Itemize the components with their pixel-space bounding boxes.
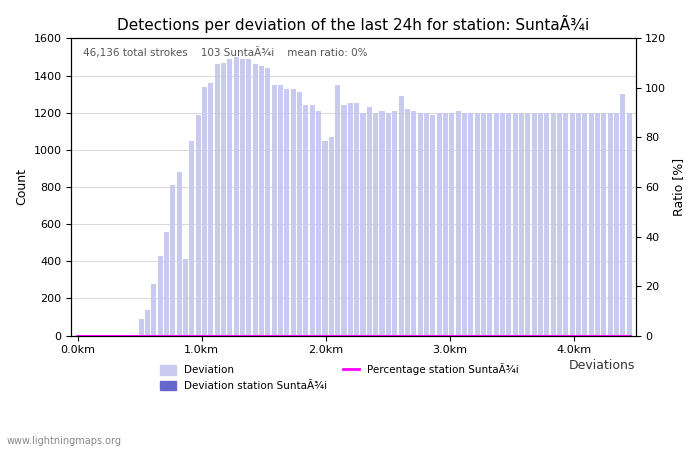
Bar bbox=[392, 111, 397, 336]
Bar bbox=[151, 284, 156, 336]
Bar bbox=[398, 96, 404, 336]
Bar bbox=[164, 232, 169, 336]
Bar bbox=[430, 114, 435, 336]
Bar bbox=[437, 112, 442, 336]
Bar bbox=[564, 112, 568, 336]
Bar bbox=[475, 112, 480, 336]
Bar bbox=[139, 319, 143, 336]
Bar bbox=[449, 112, 454, 336]
Percentage station SuntaÃ¾i bbox=[86, 333, 94, 338]
Bar bbox=[494, 112, 498, 336]
Bar bbox=[386, 112, 391, 336]
Bar bbox=[265, 68, 270, 336]
Bar bbox=[246, 59, 251, 336]
Bar bbox=[506, 112, 511, 336]
Bar bbox=[183, 260, 188, 336]
Bar bbox=[297, 92, 302, 336]
Bar bbox=[290, 89, 296, 336]
Bar bbox=[417, 112, 423, 336]
Bar bbox=[253, 64, 258, 336]
Bar bbox=[487, 112, 492, 336]
Bar bbox=[551, 112, 556, 336]
Bar bbox=[316, 111, 321, 336]
Bar bbox=[158, 256, 162, 336]
Bar bbox=[196, 335, 201, 336]
Bar bbox=[557, 112, 562, 336]
Percentage station SuntaÃ¾i bbox=[346, 333, 354, 338]
Bar bbox=[303, 105, 309, 336]
Bar bbox=[189, 140, 195, 336]
Bar bbox=[196, 114, 201, 336]
Bar bbox=[601, 112, 606, 336]
Bar bbox=[367, 107, 372, 336]
Bar bbox=[240, 59, 245, 336]
Bar bbox=[170, 185, 176, 336]
Bar bbox=[589, 112, 594, 336]
Bar bbox=[354, 104, 359, 336]
Bar bbox=[107, 335, 112, 336]
Bar bbox=[348, 104, 353, 336]
Text: 46,136 total strokes    103 SuntaÃ¾i    mean ratio: 0%: 46,136 total strokes 103 SuntaÃ¾i mean r… bbox=[83, 47, 368, 58]
Bar bbox=[468, 112, 473, 336]
Bar bbox=[373, 112, 378, 336]
Text: www.lightningmaps.org: www.lightningmaps.org bbox=[7, 436, 122, 446]
Bar bbox=[272, 85, 276, 336]
Bar bbox=[626, 112, 632, 336]
Bar bbox=[234, 57, 239, 336]
Percentage station SuntaÃ¾i bbox=[74, 333, 82, 338]
Percentage station SuntaÃ¾i bbox=[625, 333, 634, 338]
Bar bbox=[582, 112, 587, 336]
Bar bbox=[145, 310, 150, 336]
Bar bbox=[405, 109, 410, 336]
Bar bbox=[462, 112, 467, 336]
Bar bbox=[538, 112, 543, 336]
Bar bbox=[278, 85, 283, 336]
Bar bbox=[456, 111, 461, 336]
Bar bbox=[443, 112, 448, 336]
Legend: Deviation, Deviation station SuntaÃ¾i, Percentage station SuntaÃ¾i: Deviation, Deviation station SuntaÃ¾i, P… bbox=[156, 360, 523, 395]
Bar bbox=[202, 87, 207, 336]
Bar bbox=[531, 112, 537, 336]
Y-axis label: Count: Count bbox=[15, 168, 28, 206]
Bar bbox=[221, 63, 226, 336]
Percentage station SuntaÃ¾i bbox=[587, 333, 596, 338]
Bar bbox=[576, 112, 581, 336]
Percentage station SuntaÃ¾i bbox=[397, 333, 405, 338]
Percentage station SuntaÃ¾i bbox=[225, 333, 234, 338]
Bar bbox=[620, 94, 626, 336]
Bar bbox=[126, 335, 131, 336]
Bar bbox=[176, 172, 182, 336]
Bar bbox=[81, 335, 87, 336]
Bar bbox=[209, 83, 214, 336]
Bar bbox=[595, 112, 600, 336]
Bar bbox=[259, 66, 264, 336]
Bar bbox=[411, 111, 416, 336]
Bar bbox=[608, 112, 612, 336]
Bar bbox=[329, 137, 334, 336]
Bar bbox=[570, 112, 575, 336]
Bar bbox=[379, 111, 384, 336]
Bar bbox=[519, 112, 524, 336]
Bar bbox=[545, 112, 550, 336]
Bar bbox=[614, 112, 619, 336]
Bar bbox=[481, 112, 486, 336]
Bar bbox=[310, 105, 315, 336]
Bar bbox=[512, 112, 518, 336]
Bar bbox=[335, 85, 340, 336]
Text: Deviations: Deviations bbox=[569, 360, 636, 373]
Bar bbox=[228, 59, 232, 336]
Bar bbox=[525, 112, 531, 336]
Bar bbox=[215, 64, 220, 336]
Bar bbox=[284, 89, 290, 336]
Bar bbox=[360, 112, 365, 336]
Title: Detections per deviation of the last 24h for station: SuntaÃ¾i: Detections per deviation of the last 24h… bbox=[118, 15, 589, 33]
Bar bbox=[323, 140, 328, 336]
Y-axis label: Ratio [%]: Ratio [%] bbox=[672, 158, 685, 216]
Bar bbox=[500, 112, 505, 336]
Percentage station SuntaÃ¾i bbox=[232, 333, 240, 338]
Bar bbox=[424, 112, 429, 336]
Bar bbox=[342, 105, 346, 336]
